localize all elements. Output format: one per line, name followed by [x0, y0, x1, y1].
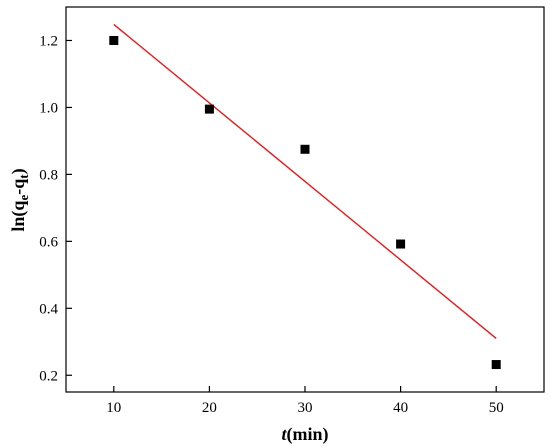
- y-tick-label: 0.2: [39, 368, 58, 384]
- data-point: [204, 104, 214, 114]
- y-tick-label: 1.2: [39, 33, 58, 49]
- x-axis-ticks: 10 20 30 40 50: [106, 386, 504, 416]
- series-layer: [109, 23, 501, 370]
- plot-frame: [65, 6, 545, 393]
- data-point: [491, 360, 501, 370]
- y-tick-label: 0.4: [39, 301, 58, 317]
- fit-line: [113, 23, 497, 339]
- data-point: [300, 144, 310, 154]
- y-axis-title-end: ): [8, 168, 29, 174]
- data-point: [396, 239, 406, 249]
- x-tick-label: 10: [106, 400, 121, 416]
- y-tick-label: 1.0: [39, 100, 58, 116]
- x-tick-label: 30: [298, 400, 313, 416]
- y-axis-title: ln(qe-qt): [8, 168, 31, 231]
- data-point: [109, 35, 119, 45]
- x-tick-label: 50: [489, 400, 504, 416]
- x-tick-label: 20: [202, 400, 217, 416]
- y-tick-label: 0.6: [39, 234, 58, 250]
- x-axis-title-unit: (min): [287, 424, 329, 445]
- y-axis-title-mid: -q: [8, 179, 28, 195]
- y-axis-title-sub-e: e: [16, 195, 31, 201]
- x-axis-title: t(min): [281, 424, 328, 445]
- y-axis-title-base: ln(q: [8, 201, 29, 232]
- y-axis-ticks: 0.2 0.4 0.6 0.8 1.0 1.2: [39, 33, 72, 384]
- x-tick-label: 40: [393, 400, 408, 416]
- x-axis-title-var: t: [281, 424, 287, 444]
- y-axis-title-sub-t: t: [16, 174, 31, 179]
- y-tick-label: 0.8: [39, 167, 58, 183]
